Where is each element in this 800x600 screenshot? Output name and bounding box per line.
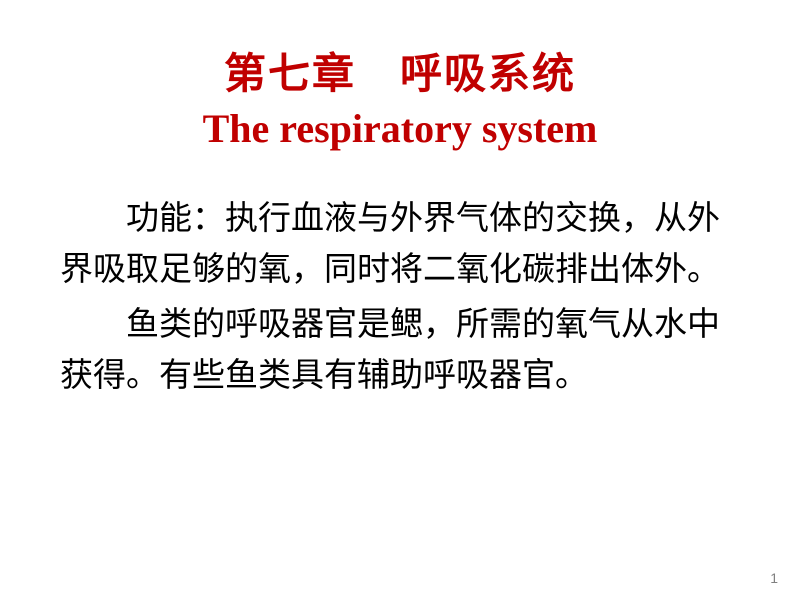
- body-text: 功能：执行血液与外界气体的交换，从外界吸取足够的氧，同时将二氧化碳排出体外。 鱼…: [60, 194, 740, 407]
- chapter-title-cn: 第七章 呼吸系统: [60, 40, 740, 101]
- paragraph-2: 鱼类的呼吸器官是鳃，所需的氧气从水中获得。有些鱼类具有辅助呼吸器官。: [60, 300, 740, 402]
- slide: 第七章 呼吸系统 The respiratory system 功能：执行血液与…: [0, 0, 800, 600]
- page-number: 1: [770, 570, 778, 586]
- title-block: 第七章 呼吸系统 The respiratory system: [60, 40, 740, 152]
- chapter-title-en: The respiratory system: [60, 105, 740, 152]
- paragraph-1: 功能：执行血液与外界气体的交换，从外界吸取足够的氧，同时将二氧化碳排出体外。: [60, 194, 740, 296]
